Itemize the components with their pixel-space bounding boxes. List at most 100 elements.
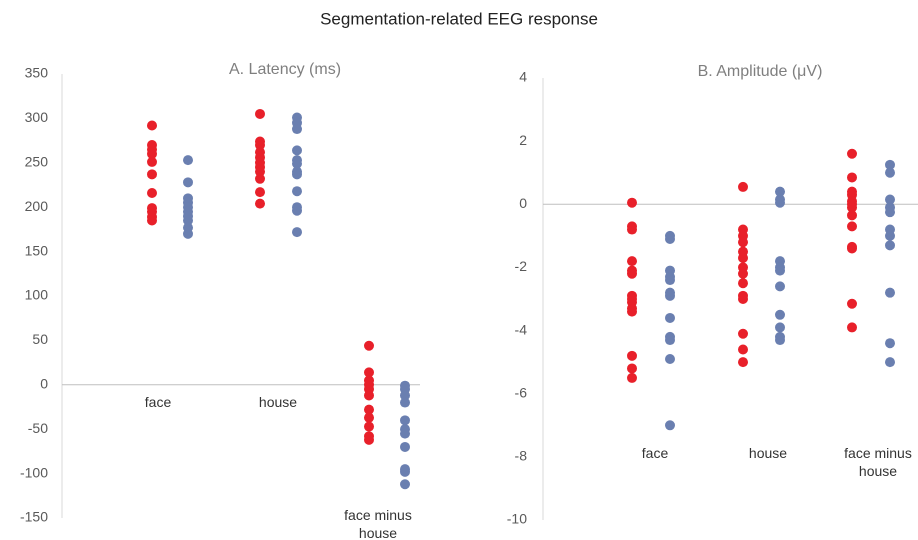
x-tick-label: face minus house bbox=[344, 507, 412, 540]
dot bbox=[183, 215, 193, 226]
dot bbox=[364, 434, 374, 445]
dot bbox=[292, 205, 302, 216]
dot bbox=[147, 215, 157, 226]
dot bbox=[255, 198, 265, 209]
dot bbox=[292, 169, 302, 180]
dot bbox=[400, 441, 410, 452]
dot bbox=[364, 367, 374, 378]
dot bbox=[775, 197, 785, 208]
dot bbox=[255, 166, 265, 177]
dot bbox=[738, 181, 748, 192]
dot bbox=[292, 227, 302, 238]
y-tick-label: 100 bbox=[25, 287, 49, 303]
dot bbox=[847, 221, 857, 232]
y-tick-label: 200 bbox=[25, 198, 49, 214]
dot bbox=[847, 210, 857, 221]
dot bbox=[738, 268, 748, 279]
dot bbox=[885, 230, 895, 241]
dot bbox=[885, 159, 895, 170]
dot bbox=[775, 265, 785, 276]
dot bbox=[665, 335, 675, 346]
y-tick-label: 0 bbox=[40, 376, 48, 392]
dot bbox=[147, 120, 157, 131]
y-tick-label: 350 bbox=[25, 65, 49, 81]
dot bbox=[255, 108, 265, 119]
chart-title: B. Amplitude (μV) bbox=[698, 63, 823, 80]
dot bbox=[292, 158, 302, 169]
dot bbox=[885, 357, 895, 368]
dot bbox=[775, 309, 785, 320]
y-tick-label: -10 bbox=[507, 511, 527, 527]
dot bbox=[627, 372, 637, 383]
dot bbox=[847, 148, 857, 159]
dot bbox=[847, 202, 857, 213]
dot bbox=[665, 290, 675, 301]
y-tick-label: 50 bbox=[32, 331, 48, 347]
dot bbox=[400, 397, 410, 408]
figure-title: Segmentation-related EEG response bbox=[320, 9, 598, 28]
dot bbox=[255, 173, 265, 184]
dot bbox=[147, 148, 157, 159]
dot bbox=[400, 428, 410, 439]
dot bbox=[665, 420, 675, 431]
dot bbox=[364, 412, 374, 423]
dot bbox=[292, 145, 302, 156]
y-tick-label: 0 bbox=[519, 195, 527, 211]
dot bbox=[885, 194, 895, 205]
dot bbox=[738, 344, 748, 355]
x-tick-label: face bbox=[641, 445, 669, 461]
dot bbox=[665, 275, 675, 286]
dot bbox=[775, 335, 785, 346]
dot bbox=[627, 224, 637, 235]
dot bbox=[885, 338, 895, 349]
dot bbox=[738, 237, 748, 248]
x-tick-label: face bbox=[144, 394, 172, 410]
dot bbox=[627, 268, 637, 279]
dot bbox=[665, 234, 675, 245]
dot bbox=[775, 322, 785, 333]
dot bbox=[847, 172, 857, 183]
dot bbox=[147, 156, 157, 167]
dot bbox=[627, 350, 637, 361]
y-tick-label: 250 bbox=[25, 154, 49, 170]
dot bbox=[400, 479, 410, 490]
y-tick-label: -50 bbox=[28, 420, 48, 436]
dot bbox=[292, 124, 302, 135]
dot bbox=[255, 187, 265, 198]
dot bbox=[775, 186, 785, 197]
dot bbox=[738, 252, 748, 263]
dot bbox=[147, 187, 157, 198]
dot bbox=[738, 278, 748, 289]
chart-title: A. Latency (ms) bbox=[229, 61, 341, 78]
y-tick-label: -100 bbox=[20, 464, 48, 480]
dot bbox=[847, 298, 857, 309]
dot bbox=[775, 281, 785, 292]
dot bbox=[627, 363, 637, 374]
dot bbox=[364, 390, 374, 401]
dot bbox=[400, 466, 410, 477]
dot bbox=[147, 169, 157, 180]
y-tick-label: -150 bbox=[20, 509, 48, 525]
y-tick-label: -8 bbox=[515, 448, 528, 464]
dot bbox=[665, 312, 675, 323]
dot bbox=[364, 404, 374, 415]
dot bbox=[255, 140, 265, 151]
dot bbox=[364, 421, 374, 432]
dot bbox=[885, 287, 895, 298]
y-tick-label: 300 bbox=[25, 109, 49, 125]
dot bbox=[738, 328, 748, 339]
y-tick-label: 2 bbox=[519, 132, 527, 148]
x-tick-label: house bbox=[258, 394, 298, 410]
dot bbox=[885, 240, 895, 251]
x-tick-label: house bbox=[748, 445, 788, 461]
dot bbox=[627, 306, 637, 317]
y-tick-label: -6 bbox=[515, 384, 528, 400]
dot bbox=[665, 353, 675, 364]
dot bbox=[292, 186, 302, 197]
dot bbox=[847, 322, 857, 333]
dot bbox=[183, 177, 193, 188]
dot bbox=[738, 294, 748, 304]
y-tick-label: -2 bbox=[515, 258, 528, 274]
dot bbox=[627, 256, 637, 267]
